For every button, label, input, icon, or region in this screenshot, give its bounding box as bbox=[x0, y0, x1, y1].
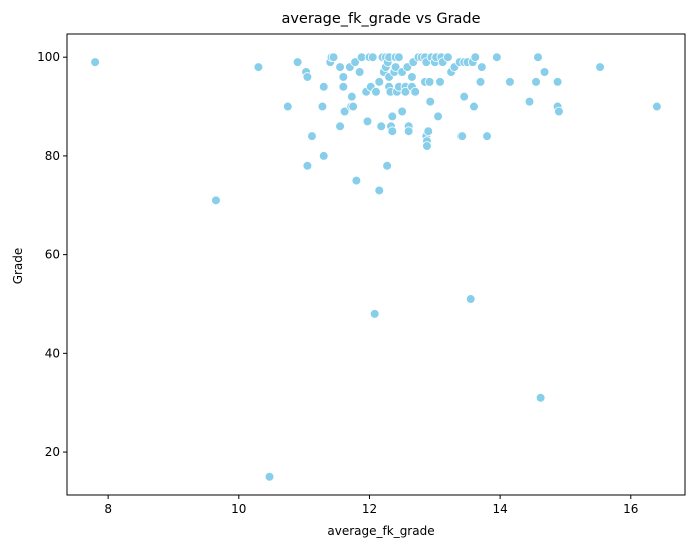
data-point bbox=[328, 52, 339, 62]
data-point bbox=[318, 82, 329, 92]
data-point bbox=[407, 72, 417, 82]
data-point bbox=[338, 72, 349, 82]
data-point bbox=[492, 52, 502, 62]
data-point bbox=[482, 131, 492, 141]
data-point bbox=[351, 175, 362, 186]
data-point bbox=[652, 101, 662, 112]
data-point bbox=[302, 72, 313, 82]
data-point bbox=[435, 77, 445, 87]
data-point bbox=[302, 160, 313, 171]
y-tick-label: 100 bbox=[37, 50, 60, 64]
data-point bbox=[292, 57, 303, 67]
data-point bbox=[382, 160, 392, 171]
data-point bbox=[423, 126, 434, 137]
data-point bbox=[410, 86, 421, 97]
plot-area bbox=[90, 52, 662, 482]
data-point bbox=[376, 121, 387, 132]
y-tick-label: 20 bbox=[45, 445, 60, 459]
data-point bbox=[424, 77, 435, 87]
data-point bbox=[374, 77, 385, 87]
data-point bbox=[354, 67, 365, 77]
data-point bbox=[539, 67, 550, 77]
data-point bbox=[264, 471, 275, 482]
data-point bbox=[317, 101, 328, 112]
data-point bbox=[374, 185, 385, 196]
data-point bbox=[470, 52, 481, 62]
x-tick-label: 14 bbox=[492, 502, 507, 516]
data-point bbox=[335, 121, 345, 132]
data-point bbox=[371, 86, 381, 97]
data-point bbox=[350, 57, 360, 67]
x-tick-label: 10 bbox=[231, 502, 246, 516]
data-point bbox=[335, 62, 345, 72]
data-point bbox=[554, 106, 564, 117]
data-point bbox=[283, 101, 293, 112]
data-point bbox=[318, 151, 329, 161]
data-point bbox=[307, 131, 317, 141]
data-point bbox=[390, 62, 401, 72]
data-point bbox=[475, 77, 486, 87]
data-point bbox=[362, 116, 373, 127]
data-point bbox=[347, 91, 357, 102]
data-point bbox=[348, 101, 358, 112]
data-point bbox=[90, 57, 100, 67]
data-point bbox=[505, 77, 515, 87]
x-axis: 8 10 12 14 16 bbox=[104, 495, 638, 516]
data-point bbox=[338, 82, 349, 92]
data-point bbox=[253, 62, 264, 72]
y-axis-label: Grade bbox=[11, 248, 25, 285]
data-point bbox=[422, 141, 432, 151]
data-point bbox=[465, 294, 476, 304]
data-point bbox=[469, 101, 479, 112]
data-point bbox=[595, 62, 605, 72]
data-point bbox=[552, 77, 563, 87]
data-point bbox=[211, 195, 221, 206]
data-point bbox=[533, 52, 543, 62]
data-point bbox=[535, 392, 546, 403]
data-point bbox=[433, 111, 443, 122]
data-point bbox=[367, 52, 378, 62]
plot-frame bbox=[66, 33, 686, 496]
y-tick-label: 60 bbox=[45, 248, 60, 262]
data-point bbox=[403, 126, 414, 137]
data-point bbox=[394, 52, 404, 62]
data-point bbox=[387, 126, 398, 137]
data-point bbox=[387, 111, 398, 122]
y-tick-label: 80 bbox=[45, 149, 60, 163]
data-point bbox=[524, 96, 535, 107]
x-tick-label: 12 bbox=[362, 502, 377, 516]
data-point bbox=[457, 131, 468, 141]
data-point bbox=[443, 52, 453, 62]
data-point bbox=[459, 91, 469, 102]
x-tick-label: 8 bbox=[104, 502, 112, 516]
data-point bbox=[369, 309, 380, 319]
data-point bbox=[477, 62, 487, 72]
data-point bbox=[397, 106, 407, 117]
data-point bbox=[425, 96, 436, 107]
data-point bbox=[339, 106, 350, 117]
data-point bbox=[531, 77, 541, 87]
x-tick-label: 16 bbox=[623, 502, 638, 516]
y-tick-label: 40 bbox=[45, 346, 60, 360]
y-axis: 20 40 60 80 100 bbox=[37, 50, 67, 459]
data-point bbox=[400, 86, 411, 97]
x-axis-label: average_fk_grade bbox=[327, 524, 434, 538]
chart-title: average_fk_grade vs Grade bbox=[281, 11, 480, 27]
